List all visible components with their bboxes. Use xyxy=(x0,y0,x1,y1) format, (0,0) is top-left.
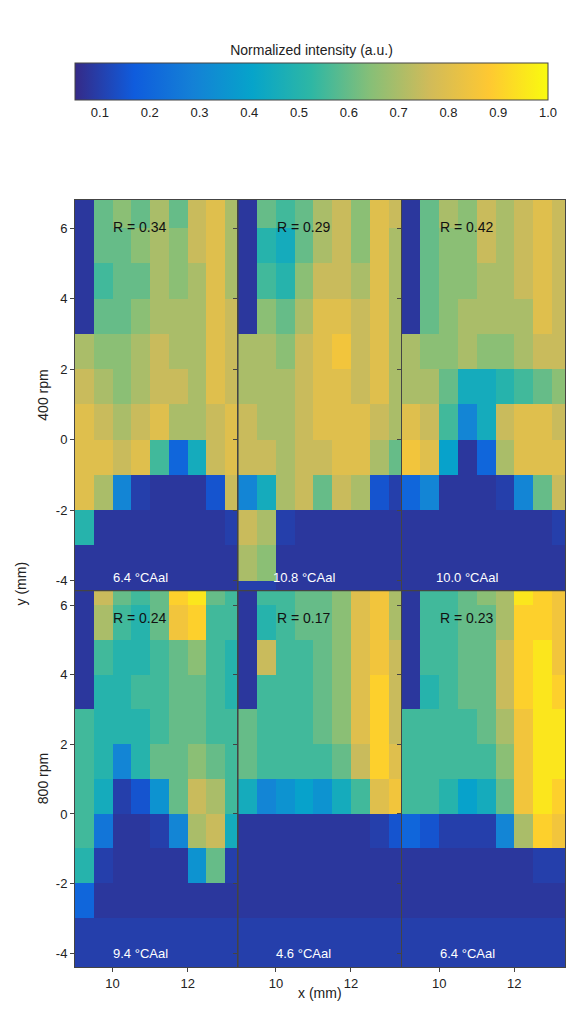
svg-text:0.2: 0.2 xyxy=(141,105,159,120)
svg-text:0.1: 0.1 xyxy=(91,105,109,120)
svg-text:4: 4 xyxy=(60,291,67,306)
svg-text:0.6: 0.6 xyxy=(340,105,358,120)
svg-text:10: 10 xyxy=(105,976,119,991)
svg-text:-2: -2 xyxy=(56,876,68,891)
svg-text:9.4 °CAal: 9.4 °CAal xyxy=(113,946,168,961)
svg-text:1.0: 1.0 xyxy=(539,105,557,120)
svg-text:0.9: 0.9 xyxy=(489,105,507,120)
svg-text:4: 4 xyxy=(60,667,67,682)
svg-text:R = 0.34: R = 0.34 xyxy=(113,219,167,235)
svg-text:800 rpm: 800 rpm xyxy=(35,753,51,804)
svg-text:x (mm): x (mm) xyxy=(298,985,342,1001)
svg-text:Normalized intensity (a.u.): Normalized intensity (a.u.) xyxy=(230,42,393,58)
svg-text:-2: -2 xyxy=(56,503,68,518)
svg-text:6.4 °CAal: 6.4 °CAal xyxy=(113,570,168,585)
svg-text:4.6 °CAal: 4.6 °CAal xyxy=(276,946,331,961)
svg-text:2: 2 xyxy=(60,737,67,752)
svg-text:10.0 °CAal: 10.0 °CAal xyxy=(436,570,498,585)
svg-text:-4: -4 xyxy=(56,573,68,588)
svg-text:0.3: 0.3 xyxy=(190,105,208,120)
svg-text:12: 12 xyxy=(507,976,521,991)
svg-text:R = 0.29: R = 0.29 xyxy=(277,219,331,235)
svg-text:R = 0.24: R = 0.24 xyxy=(113,610,167,626)
svg-text:0: 0 xyxy=(60,432,67,447)
svg-text:2: 2 xyxy=(60,362,67,377)
svg-text:10: 10 xyxy=(432,976,446,991)
svg-text:6.4 °CAal: 6.4 °CAal xyxy=(440,946,495,961)
svg-text:0.8: 0.8 xyxy=(439,105,457,120)
svg-text:12: 12 xyxy=(344,976,358,991)
svg-text:6: 6 xyxy=(60,598,67,613)
svg-text:R = 0.42: R = 0.42 xyxy=(440,219,494,235)
svg-text:-4: -4 xyxy=(56,946,68,961)
svg-text:0.5: 0.5 xyxy=(290,105,308,120)
svg-text:0.4: 0.4 xyxy=(240,105,258,120)
svg-text:R = 0.23: R = 0.23 xyxy=(440,610,494,626)
svg-text:0.7: 0.7 xyxy=(390,105,408,120)
svg-text:10.8 °CAal: 10.8 °CAal xyxy=(273,570,335,585)
svg-text:12: 12 xyxy=(180,976,194,991)
svg-text:10: 10 xyxy=(269,976,283,991)
svg-text:y (mm): y (mm) xyxy=(13,562,29,606)
svg-text:0: 0 xyxy=(60,806,67,821)
svg-text:R = 0.17: R = 0.17 xyxy=(277,610,331,626)
svg-text:6: 6 xyxy=(60,221,67,236)
svg-text:400 rpm: 400 rpm xyxy=(35,369,51,420)
